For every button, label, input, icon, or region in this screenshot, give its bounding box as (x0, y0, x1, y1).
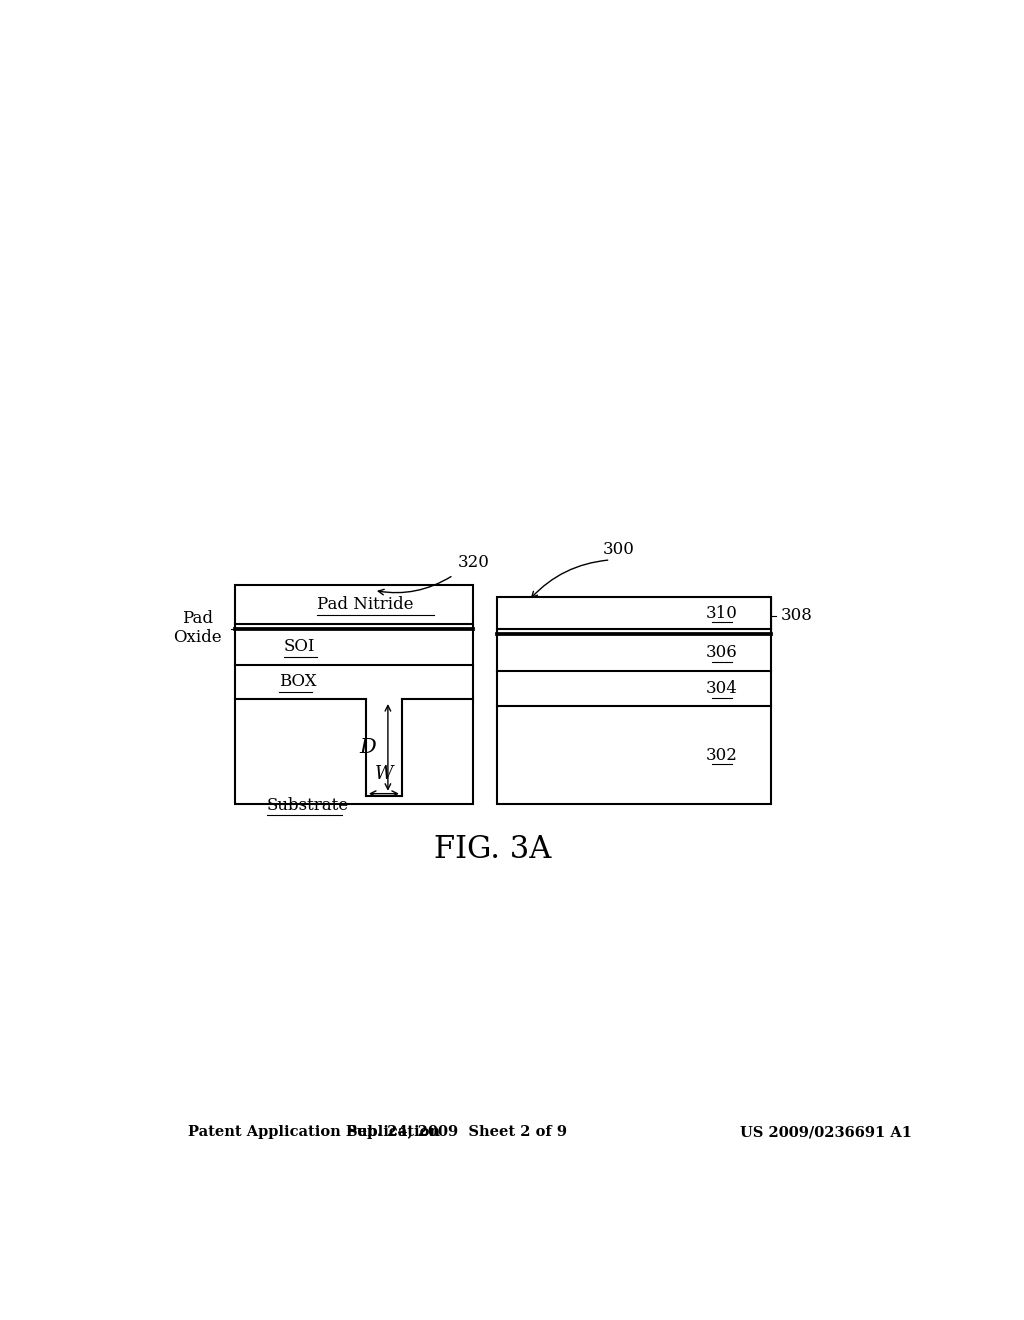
Text: W: W (375, 766, 393, 784)
Text: Patent Application Publication: Patent Application Publication (187, 1125, 439, 1139)
Text: Sep. 24, 2009  Sheet 2 of 9: Sep. 24, 2009 Sheet 2 of 9 (347, 1125, 567, 1139)
Text: BOX: BOX (279, 673, 316, 690)
Text: Substrate: Substrate (267, 797, 349, 814)
Bar (236, 585, 473, 804)
Text: D: D (359, 738, 377, 756)
Text: 310: 310 (706, 605, 737, 622)
Text: 300: 300 (602, 541, 635, 558)
Text: Pad Nitride: Pad Nitride (316, 597, 414, 612)
Text: 308: 308 (780, 607, 812, 624)
Text: Pad
Oxide: Pad Oxide (173, 610, 222, 647)
Text: 306: 306 (706, 644, 737, 661)
Text: SOI: SOI (284, 639, 315, 655)
Text: 302: 302 (706, 747, 737, 763)
Text: 304: 304 (706, 680, 737, 697)
Bar (497, 598, 771, 804)
Text: FIG. 3A: FIG. 3A (434, 834, 552, 865)
Text: US 2009/0236691 A1: US 2009/0236691 A1 (740, 1125, 912, 1139)
Text: 320: 320 (458, 554, 489, 572)
